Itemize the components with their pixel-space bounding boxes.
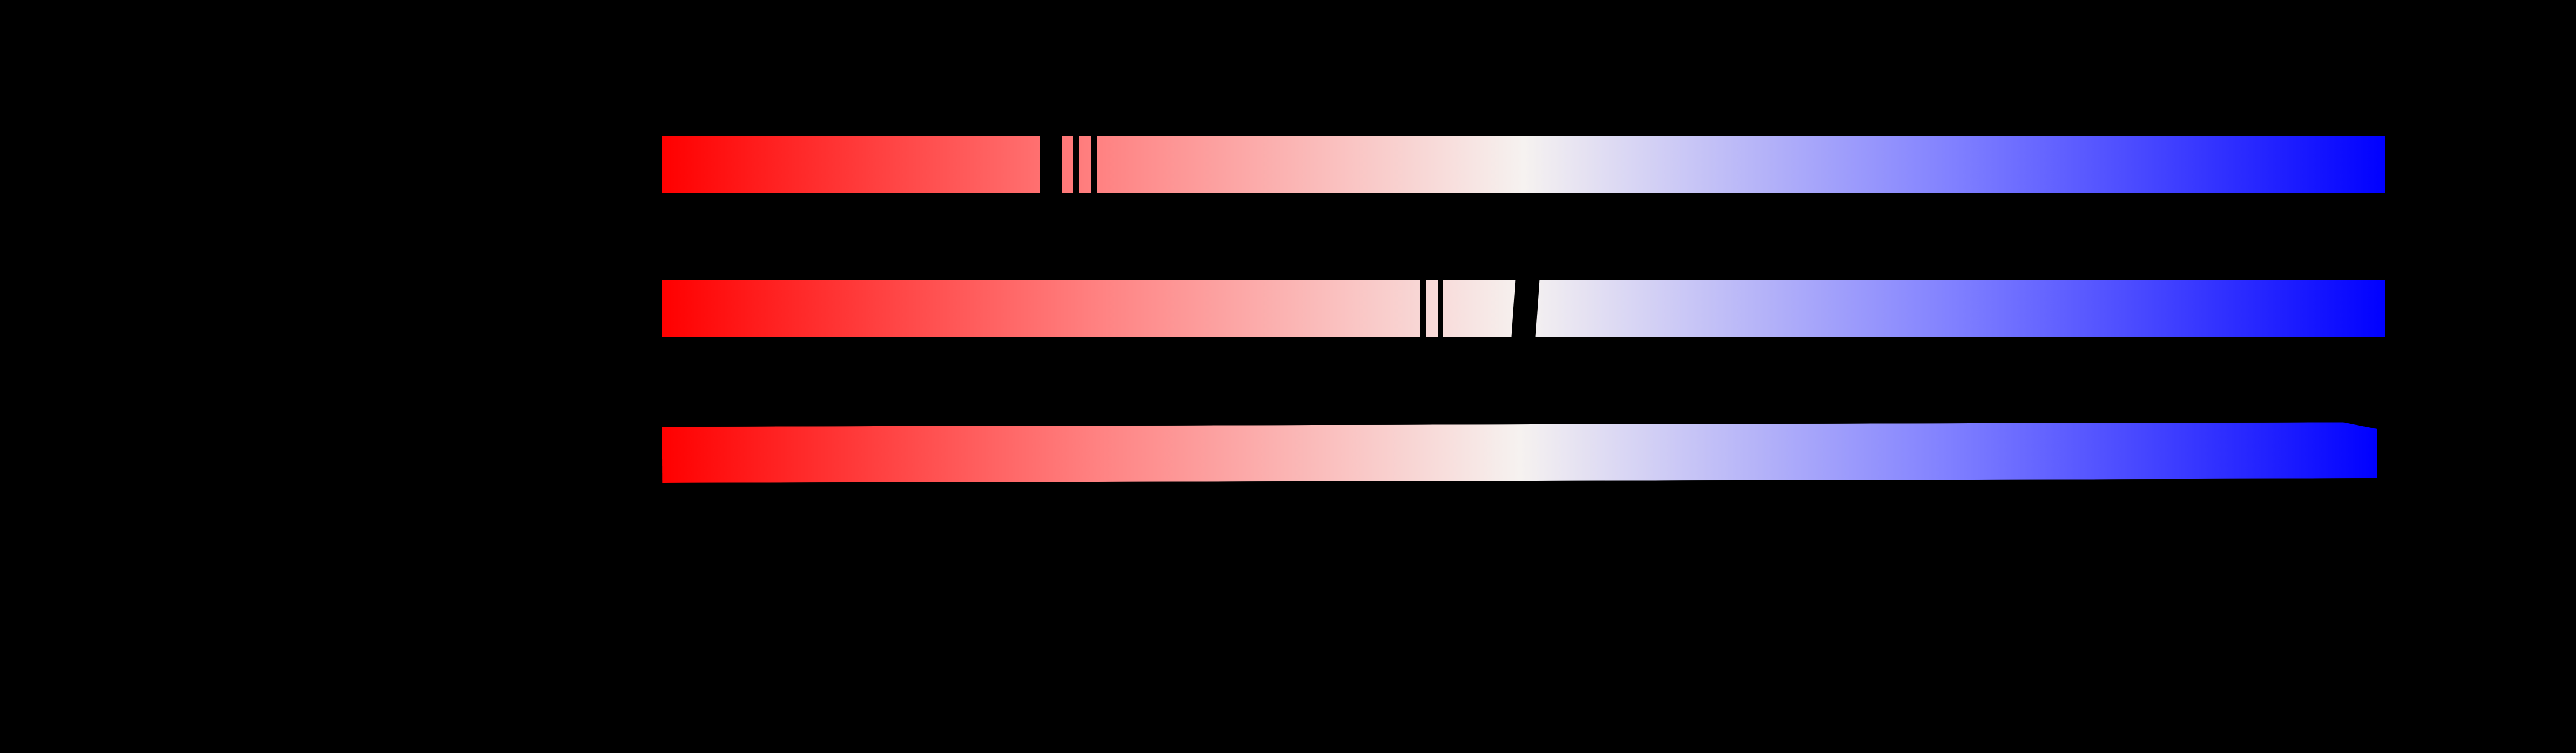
colormap-strip-3 <box>662 422 2377 483</box>
value-marker-line <box>1511 279 1540 337</box>
value-marker-line <box>1438 279 1443 337</box>
value-marker-line <box>1091 136 1098 193</box>
value-marker-line <box>1072 136 1079 193</box>
colormap-strip-1 <box>662 136 2386 193</box>
colormap-strip-2 <box>662 279 2386 337</box>
value-marker-line <box>1420 279 1426 337</box>
value-marker-line <box>1040 136 1062 193</box>
